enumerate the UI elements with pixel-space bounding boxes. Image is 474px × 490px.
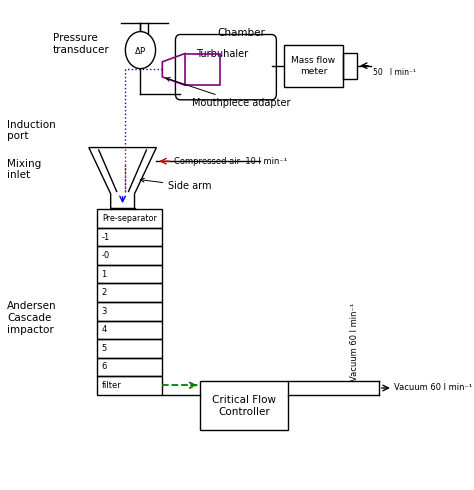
Text: $\Delta$P: $\Delta$P	[134, 45, 147, 55]
Text: 50   l min⁻¹: 50 l min⁻¹	[373, 68, 416, 76]
Text: 5: 5	[101, 344, 107, 353]
Text: Pressure
transducer: Pressure transducer	[53, 33, 110, 55]
Text: Turbuhaler: Turbuhaler	[196, 49, 248, 59]
Text: 1: 1	[101, 270, 107, 279]
Text: -0: -0	[101, 251, 110, 260]
Text: 2: 2	[101, 288, 107, 297]
Circle shape	[125, 31, 155, 69]
Text: Mouthpiece adapter: Mouthpiece adapter	[166, 77, 291, 108]
Text: Critical Flow
Controller: Critical Flow Controller	[212, 395, 276, 416]
FancyBboxPatch shape	[175, 34, 276, 100]
Text: -1: -1	[101, 233, 110, 242]
Text: Pre-separator: Pre-separator	[102, 214, 157, 223]
Text: Side arm: Side arm	[140, 178, 212, 191]
Text: Mass flow
meter: Mass flow meter	[291, 56, 336, 75]
Text: Chamber: Chamber	[218, 28, 266, 38]
Text: Vacuum 60 l min⁻¹: Vacuum 60 l min⁻¹	[350, 302, 359, 381]
Text: 3: 3	[101, 307, 107, 316]
Text: Andersen
Cascade
impactor: Andersen Cascade impactor	[8, 301, 57, 335]
Text: Mixing
inlet: Mixing inlet	[8, 159, 42, 180]
Text: filter: filter	[101, 381, 121, 390]
Text: Vacuum 60 l min⁻¹: Vacuum 60 l min⁻¹	[394, 384, 472, 392]
Text: 6: 6	[101, 362, 107, 371]
Text: 4: 4	[101, 325, 107, 334]
Text: Induction
port: Induction port	[8, 120, 56, 141]
Polygon shape	[89, 147, 156, 208]
Text: Compressed air  10 l min⁻¹: Compressed air 10 l min⁻¹	[174, 157, 287, 166]
